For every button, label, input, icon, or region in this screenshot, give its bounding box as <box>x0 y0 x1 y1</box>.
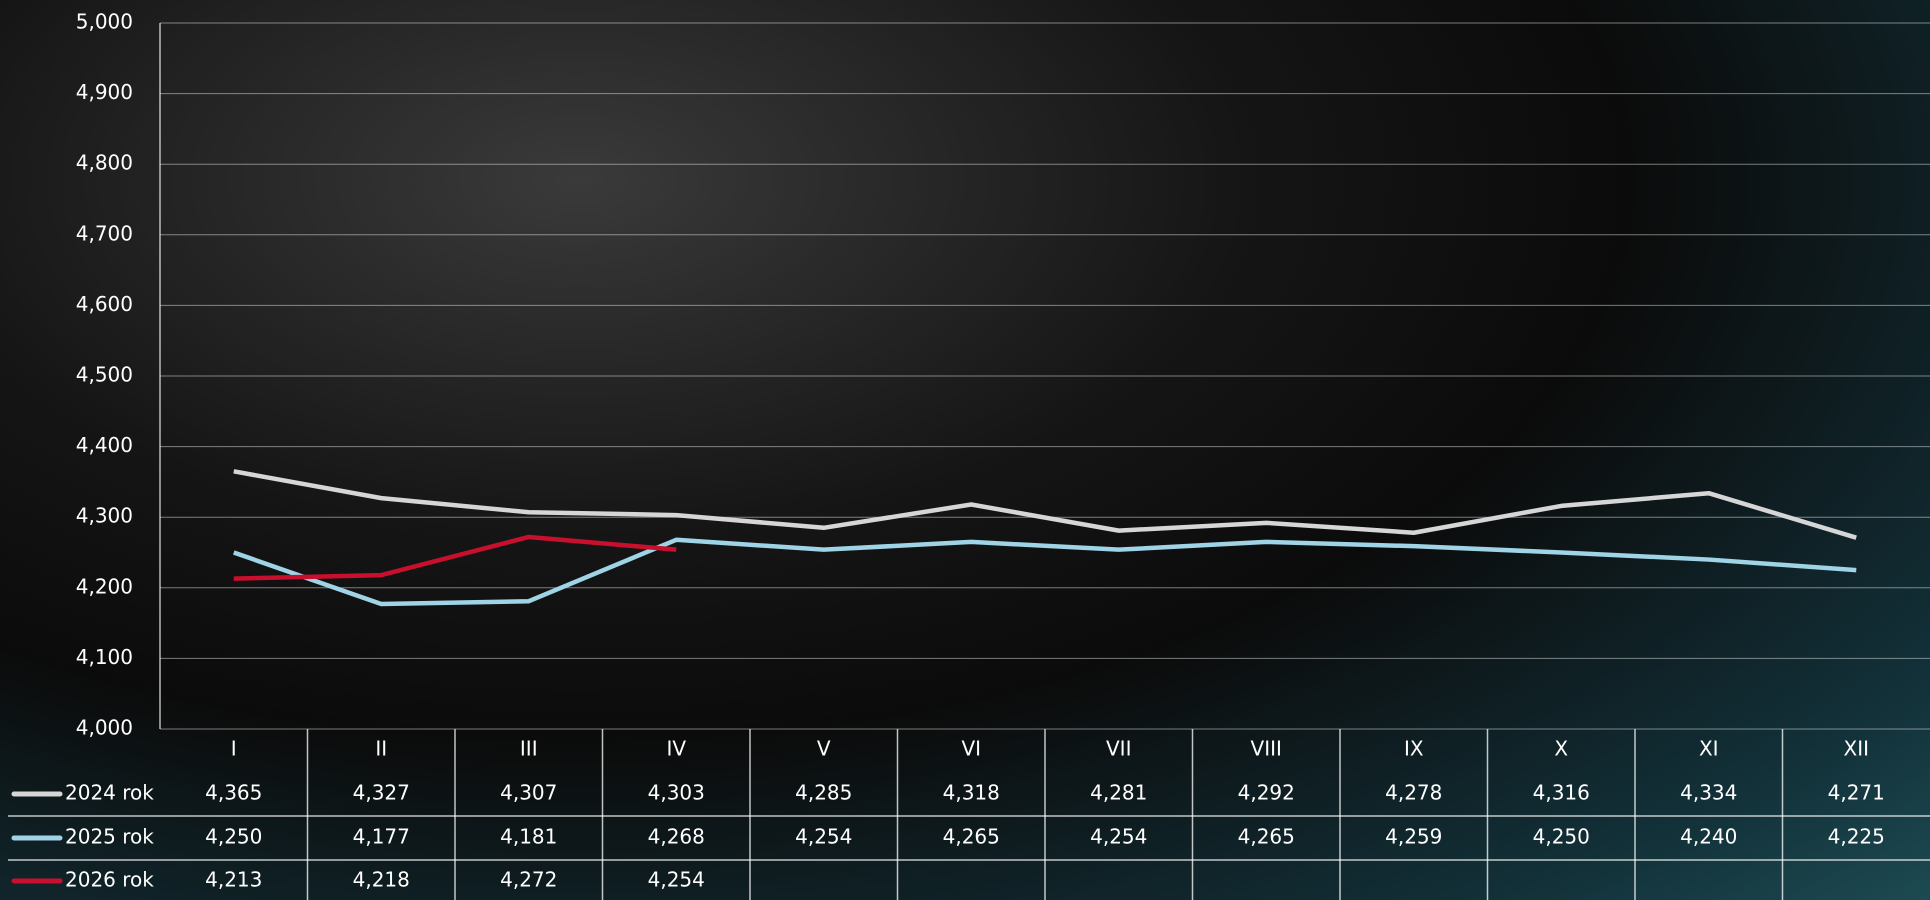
x-tick-label: I <box>231 737 237 761</box>
table-value: 4,268 <box>648 825 705 849</box>
x-tick-label: X <box>1554 737 1568 761</box>
x-tick-label: II <box>375 737 387 761</box>
y-tick-label: 4,000 <box>76 716 133 740</box>
x-tick-label: V <box>817 737 831 761</box>
y-tick-label: 4,100 <box>76 645 133 669</box>
x-tick-label: VII <box>1106 737 1131 761</box>
x-tick-label: IV <box>666 737 686 761</box>
series-line <box>233 469 1857 540</box>
legend-label: 2024 rok <box>65 781 154 805</box>
y-tick-label: 5,000 <box>76 10 133 34</box>
y-tick-label: 4,700 <box>76 221 133 245</box>
table-value: 4,225 <box>1828 825 1885 849</box>
x-tick-label: XI <box>1699 737 1719 761</box>
table-value: 4,265 <box>1238 825 1295 849</box>
table-value: 4,271 <box>1828 781 1885 805</box>
table-value: 4,254 <box>795 825 852 849</box>
table-value: 4,250 <box>1533 825 1590 849</box>
table-value: 4,272 <box>500 868 557 892</box>
legend-label: 2026 rok <box>65 868 154 892</box>
y-tick-label: 4,500 <box>76 363 133 387</box>
x-tick-label: XII <box>1844 737 1870 761</box>
table-value: 4,303 <box>648 781 705 805</box>
y-tick-label: 4,400 <box>76 433 133 457</box>
table-value: 4,259 <box>1385 825 1442 849</box>
table-value: 4,334 <box>1680 781 1737 805</box>
table-value: 4,285 <box>795 781 852 805</box>
table-value: 4,265 <box>943 825 1000 849</box>
table-value: 4,316 <box>1533 781 1590 805</box>
table-value: 4,307 <box>500 781 557 805</box>
table-value: 4,281 <box>1090 781 1147 805</box>
y-tick-label: 4,600 <box>76 292 133 316</box>
x-tick-label: IX <box>1404 737 1424 761</box>
table-value: 4,218 <box>353 868 410 892</box>
table-value: 4,292 <box>1238 781 1295 805</box>
y-tick-label: 4,800 <box>76 151 133 175</box>
table-value: 4,318 <box>943 781 1000 805</box>
table-value: 4,181 <box>500 825 557 849</box>
x-tick-label: VI <box>961 737 981 761</box>
legend-label: 2025 rok <box>65 825 154 849</box>
table-value: 4,250 <box>205 825 262 849</box>
series-line <box>233 534 677 581</box>
table-value: 4,177 <box>353 825 410 849</box>
y-tick-label: 4,200 <box>76 574 133 598</box>
table-value: 4,327 <box>353 781 410 805</box>
table-value: 4,240 <box>1680 825 1737 849</box>
y-tick-label: 4,300 <box>76 504 133 528</box>
x-tick-label: III <box>520 737 538 761</box>
x-tick-label: VIII <box>1251 737 1282 761</box>
series-line <box>233 537 1857 607</box>
table-value: 4,254 <box>1090 825 1147 849</box>
y-tick-label: 4,900 <box>76 80 133 104</box>
table-value: 4,278 <box>1385 781 1442 805</box>
table-value: 4,365 <box>205 781 262 805</box>
table-value: 4,254 <box>648 868 705 892</box>
table-value: 4,213 <box>205 868 262 892</box>
